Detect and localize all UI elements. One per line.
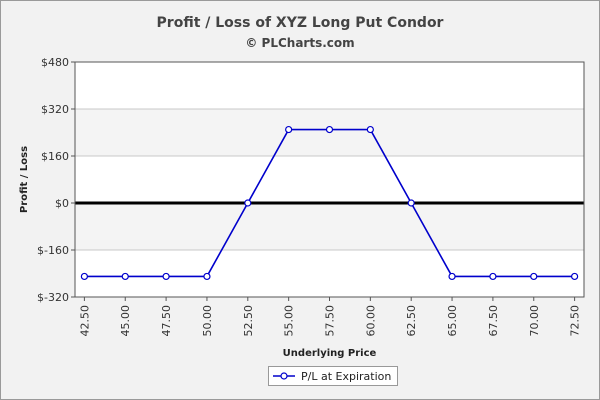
data-point [203,272,211,281]
y-tick-label: $160 [41,150,69,163]
data-point [530,272,538,281]
legend-label: P/L at Expiration [301,369,392,383]
x-tick-label: 72.50 [569,305,582,337]
data-point [448,272,456,281]
x-axis-title: Underlying Price [283,348,377,359]
x-tick-label: 67.50 [487,305,500,337]
x-tick-label: 55.00 [283,305,296,337]
x-tick-label: 50.00 [201,305,214,337]
y-tick-label: $-320 [37,291,69,304]
y-tick-label: $320 [41,103,69,116]
chart-subtitle: © PLCharts.com [245,36,355,50]
plot-area [75,62,584,297]
y-tick-label: $480 [41,56,69,69]
data-point [325,125,334,134]
x-tick-label: 65.00 [446,305,459,337]
data-point [489,272,497,281]
plot-band [75,203,584,250]
chart-title: Profit / Loss of XYZ Long Put Condor [156,15,444,31]
x-tick-label: 57.50 [324,305,337,337]
legend-marker-icon [273,372,295,380]
x-tick-label: 62.50 [405,305,418,337]
x-tick-label: 47.50 [160,305,173,337]
data-point [80,272,88,281]
x-tick-label: 60.00 [364,305,377,337]
y-axis-title: Profit / Loss [19,146,30,213]
data-point [407,199,415,207]
x-tick-label: 70.00 [528,305,541,337]
y-tick-label: $-160 [37,244,69,257]
x-tick-label: 42.50 [78,305,91,337]
data-point [285,125,293,134]
x-tick-label: 52.50 [242,305,255,337]
y-tick-label: $0 [55,197,69,210]
data-point [571,272,579,281]
data-point [121,272,129,281]
x-tick-label: 45.00 [119,305,132,337]
data-point [366,125,374,134]
legend: P/L at Expiration [268,366,399,386]
data-point [244,199,252,207]
data-point [162,272,170,281]
